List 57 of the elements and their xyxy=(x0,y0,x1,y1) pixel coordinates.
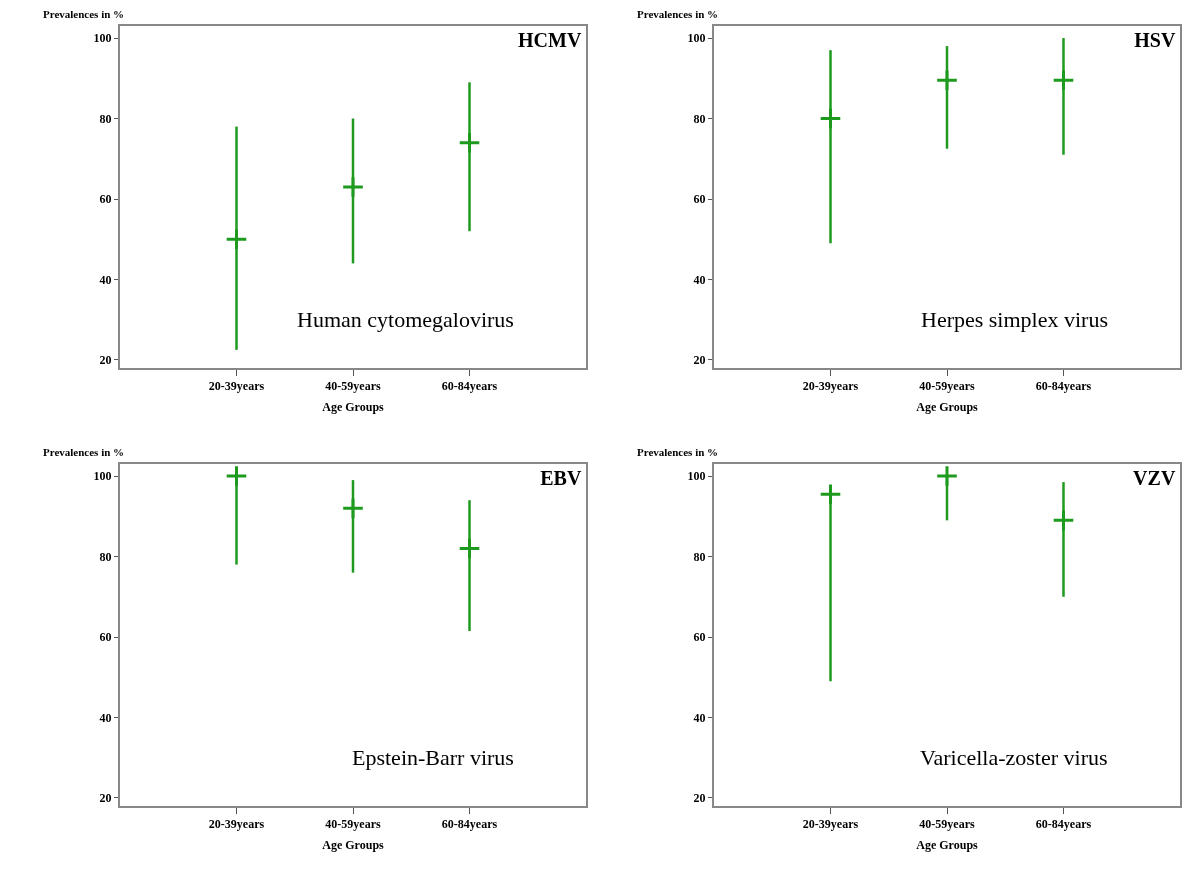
chart-title: EBV xyxy=(540,466,582,489)
x-axis-title: Age Groups xyxy=(322,399,385,414)
x-tick-label: 20-39years xyxy=(802,817,859,832)
annotation: Human cytomegalovirus xyxy=(297,307,514,332)
x-tick-label: 60-84years xyxy=(1035,379,1092,394)
y-axis-title: Prevalences in % xyxy=(637,446,719,458)
y-tick-label: 60 xyxy=(693,630,706,645)
y-tick-label: 40 xyxy=(693,272,706,287)
point xyxy=(458,131,481,154)
y-tick-label: 60 xyxy=(99,192,112,207)
y-tick-label: 100 xyxy=(93,469,112,484)
chart-title: HSV xyxy=(1134,28,1176,51)
y-tick-label: 20 xyxy=(693,353,706,368)
y-tick-label: 60 xyxy=(693,192,706,207)
point xyxy=(935,464,959,488)
x-tick-label: 40-59years xyxy=(325,817,381,832)
annotation: Epstein-Barr virus xyxy=(352,745,514,770)
y-tick-label: 80 xyxy=(693,549,706,564)
y-tick-label: 80 xyxy=(99,111,112,126)
y-axis-title: Prevalences in % xyxy=(43,446,125,458)
x-tick-label: 40-59years xyxy=(919,817,975,832)
annotation: Varicella-zoster virus xyxy=(920,745,1108,770)
x-tick-label: 40-59years xyxy=(325,379,381,394)
point xyxy=(341,496,365,520)
x-tick-label: 40-59years xyxy=(919,379,975,394)
y-tick-label: 60 xyxy=(99,630,112,645)
x-axis-title: Age Groups xyxy=(916,399,979,414)
x-axis-title: Age Groups xyxy=(322,837,385,852)
y-tick-label: 40 xyxy=(693,710,706,725)
y-axis-title: Prevalences in % xyxy=(43,8,125,20)
point xyxy=(225,464,248,488)
x-tick-label: 20-39years xyxy=(802,379,859,394)
chart-title: VZV xyxy=(1133,466,1176,489)
point xyxy=(458,537,481,560)
x-tick-label: 20-39years xyxy=(208,817,265,832)
y-axis-title: Prevalences in % xyxy=(637,8,719,20)
y-tick-label: 40 xyxy=(99,710,112,725)
y-tick-label: 20 xyxy=(99,353,112,368)
y-tick-label: 100 xyxy=(687,469,706,484)
y-tick-label: 80 xyxy=(693,111,706,126)
y-tick-label: 80 xyxy=(99,549,112,564)
point xyxy=(341,175,365,199)
chart-title: HCMV xyxy=(518,28,582,51)
point xyxy=(225,227,248,251)
x-tick-label: 20-39years xyxy=(208,379,265,394)
x-axis-title: Age Groups xyxy=(916,837,979,852)
y-tick-label: 100 xyxy=(93,31,112,46)
point xyxy=(1052,509,1075,532)
y-tick-label: 100 xyxy=(687,31,706,46)
annotation: Herpes simplex virus xyxy=(921,307,1108,332)
y-tick-label: 40 xyxy=(99,272,112,287)
x-tick-label: 60-84years xyxy=(441,379,498,394)
y-tick-label: 20 xyxy=(693,791,706,806)
x-tick-label: 60-84years xyxy=(1035,817,1092,832)
point xyxy=(819,482,842,506)
y-tick-label: 20 xyxy=(99,791,112,806)
x-tick-label: 60-84years xyxy=(441,817,498,832)
